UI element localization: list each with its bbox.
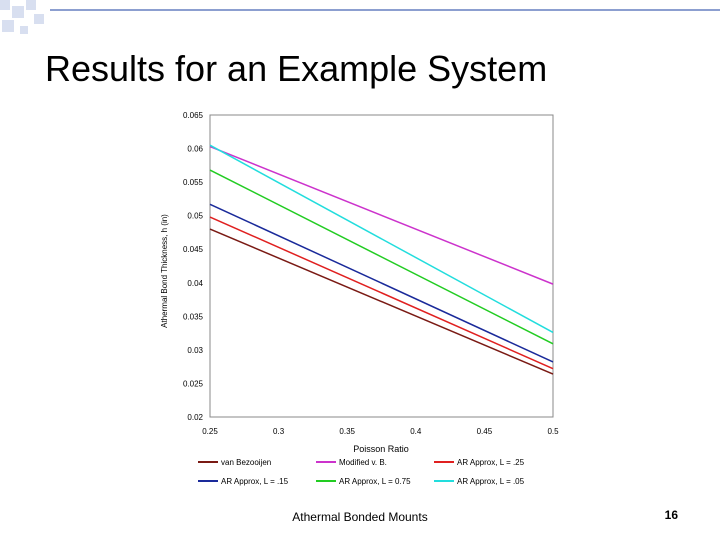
y-tick-label: 0.055 [183,178,204,187]
footer-text: Athermal Bonded Mounts [292,510,428,524]
series-line [209,144,554,334]
legend: van Bezooijen Modified v. B. AR Approx, L … [198,458,525,486]
series-line [209,169,554,345]
x-tick-label: 0.5 [547,427,559,436]
legend-label: AR Approx, L = .25 [457,458,525,467]
legend-label: AR Approx, L = .15 [221,477,289,486]
legend-label: AR Approx, L = .05 [457,477,525,486]
series-line [209,203,554,363]
x-tick-labels: 0.25 0.3 0.35 0.4 0.45 0.5 [202,427,559,436]
y-tick-label: 0.065 [183,111,204,120]
deco-square [26,0,36,10]
deco-square [12,6,24,18]
deco-square [34,14,44,24]
y-tick-label: 0.02 [187,413,203,422]
legend-label: van Bezooijen [221,458,271,467]
series-line [209,145,554,285]
x-tick-label: 0.35 [339,427,355,436]
plot-area [209,114,554,418]
slide-title: Results for an Example System [45,48,548,89]
y-tick-label: 0.045 [183,245,204,254]
y-tick-label: 0.03 [187,346,203,355]
decorative-header [0,0,720,34]
y-tick-label: 0.06 [187,145,203,154]
series-line [209,228,554,375]
x-tick-label: 0.25 [202,427,218,436]
deco-square [0,0,10,10]
y-tick-labels: 0.065 0.06 0.055 0.05 0.045 0.04 0.035 0.03 0.02… [183,111,204,422]
y-tick-label: 0.05 [187,212,203,221]
x-tick-label: 0.3 [273,427,285,436]
series-line [209,216,554,370]
x-axis-label: Poisson Ratio [353,444,409,454]
y-tick-label: 0.035 [183,312,204,321]
legend-label: Modified v. B. [339,458,387,467]
deco-square [2,20,14,32]
y-tick-label: 0.025 [183,379,204,388]
deco-square [20,26,28,34]
x-tick-label: 0.45 [477,427,493,436]
x-tick-label: 0.4 [410,427,422,436]
y-tick-label: 0.04 [187,279,203,288]
series-lines [209,144,554,375]
y-axis-label: Athermal Bond Thickness, h (in) [160,214,169,328]
legend-label: AR Approx, L = 0.75 [339,477,411,486]
page-number: 16 [664,508,678,522]
